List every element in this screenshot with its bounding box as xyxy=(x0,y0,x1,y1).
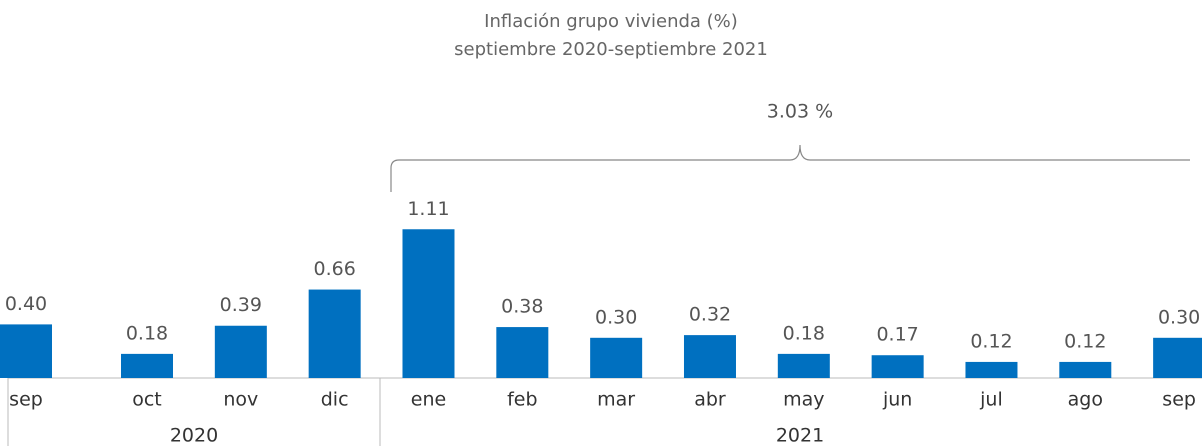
bar xyxy=(871,355,924,378)
x-tick-label: jul xyxy=(979,389,1003,411)
value-label: 0.17 xyxy=(876,324,918,346)
x-tick-label: dic xyxy=(321,389,349,411)
value-label: 0.12 xyxy=(1064,330,1106,352)
bar xyxy=(777,353,830,378)
value-label: 0.18 xyxy=(783,322,825,344)
bar xyxy=(402,229,455,378)
brace xyxy=(390,144,1190,192)
x-tick-label: abr xyxy=(694,389,726,411)
value-label: 0.66 xyxy=(314,258,356,280)
x-tick-label: nov xyxy=(223,389,258,411)
bar xyxy=(214,325,267,378)
x-tick-label: sep xyxy=(9,389,43,411)
x-tick-label: jun xyxy=(882,389,912,411)
group-label: 2021 xyxy=(776,425,824,446)
chart-title: Inflación grupo vivienda (%) xyxy=(484,11,738,32)
bar xyxy=(965,361,1018,378)
value-label: 0.30 xyxy=(595,306,637,328)
value-label: 0.40 xyxy=(5,293,47,315)
x-tick-label: mar xyxy=(597,389,635,411)
bar xyxy=(1059,361,1112,378)
bar xyxy=(121,353,173,378)
bar xyxy=(496,327,549,378)
bar xyxy=(308,289,361,378)
x-tick-label: ene xyxy=(411,389,446,411)
bar xyxy=(0,324,52,378)
bar xyxy=(683,335,736,378)
value-label: 0.30 xyxy=(1158,306,1200,328)
x-tick-label: oct xyxy=(132,389,162,411)
x-tick-label: feb xyxy=(507,389,537,411)
value-label: 0.12 xyxy=(970,330,1012,352)
value-label: 0.39 xyxy=(220,294,262,316)
annotation: 3.03 % xyxy=(767,101,833,123)
x-tick-label: sep xyxy=(1162,389,1196,411)
group-label: 2020 xyxy=(170,425,218,446)
x-tick-label: ago xyxy=(1068,389,1103,411)
value-label: 1.11 xyxy=(407,198,449,220)
chart-subtitle: septiembre 2020-septiembre 2021 xyxy=(454,39,768,60)
bar xyxy=(590,337,643,378)
value-label: 0.32 xyxy=(689,304,731,326)
value-label: 0.38 xyxy=(501,296,543,318)
bar xyxy=(1153,337,1202,378)
value-label: 0.18 xyxy=(126,322,168,344)
x-tick-label: may xyxy=(783,389,824,411)
